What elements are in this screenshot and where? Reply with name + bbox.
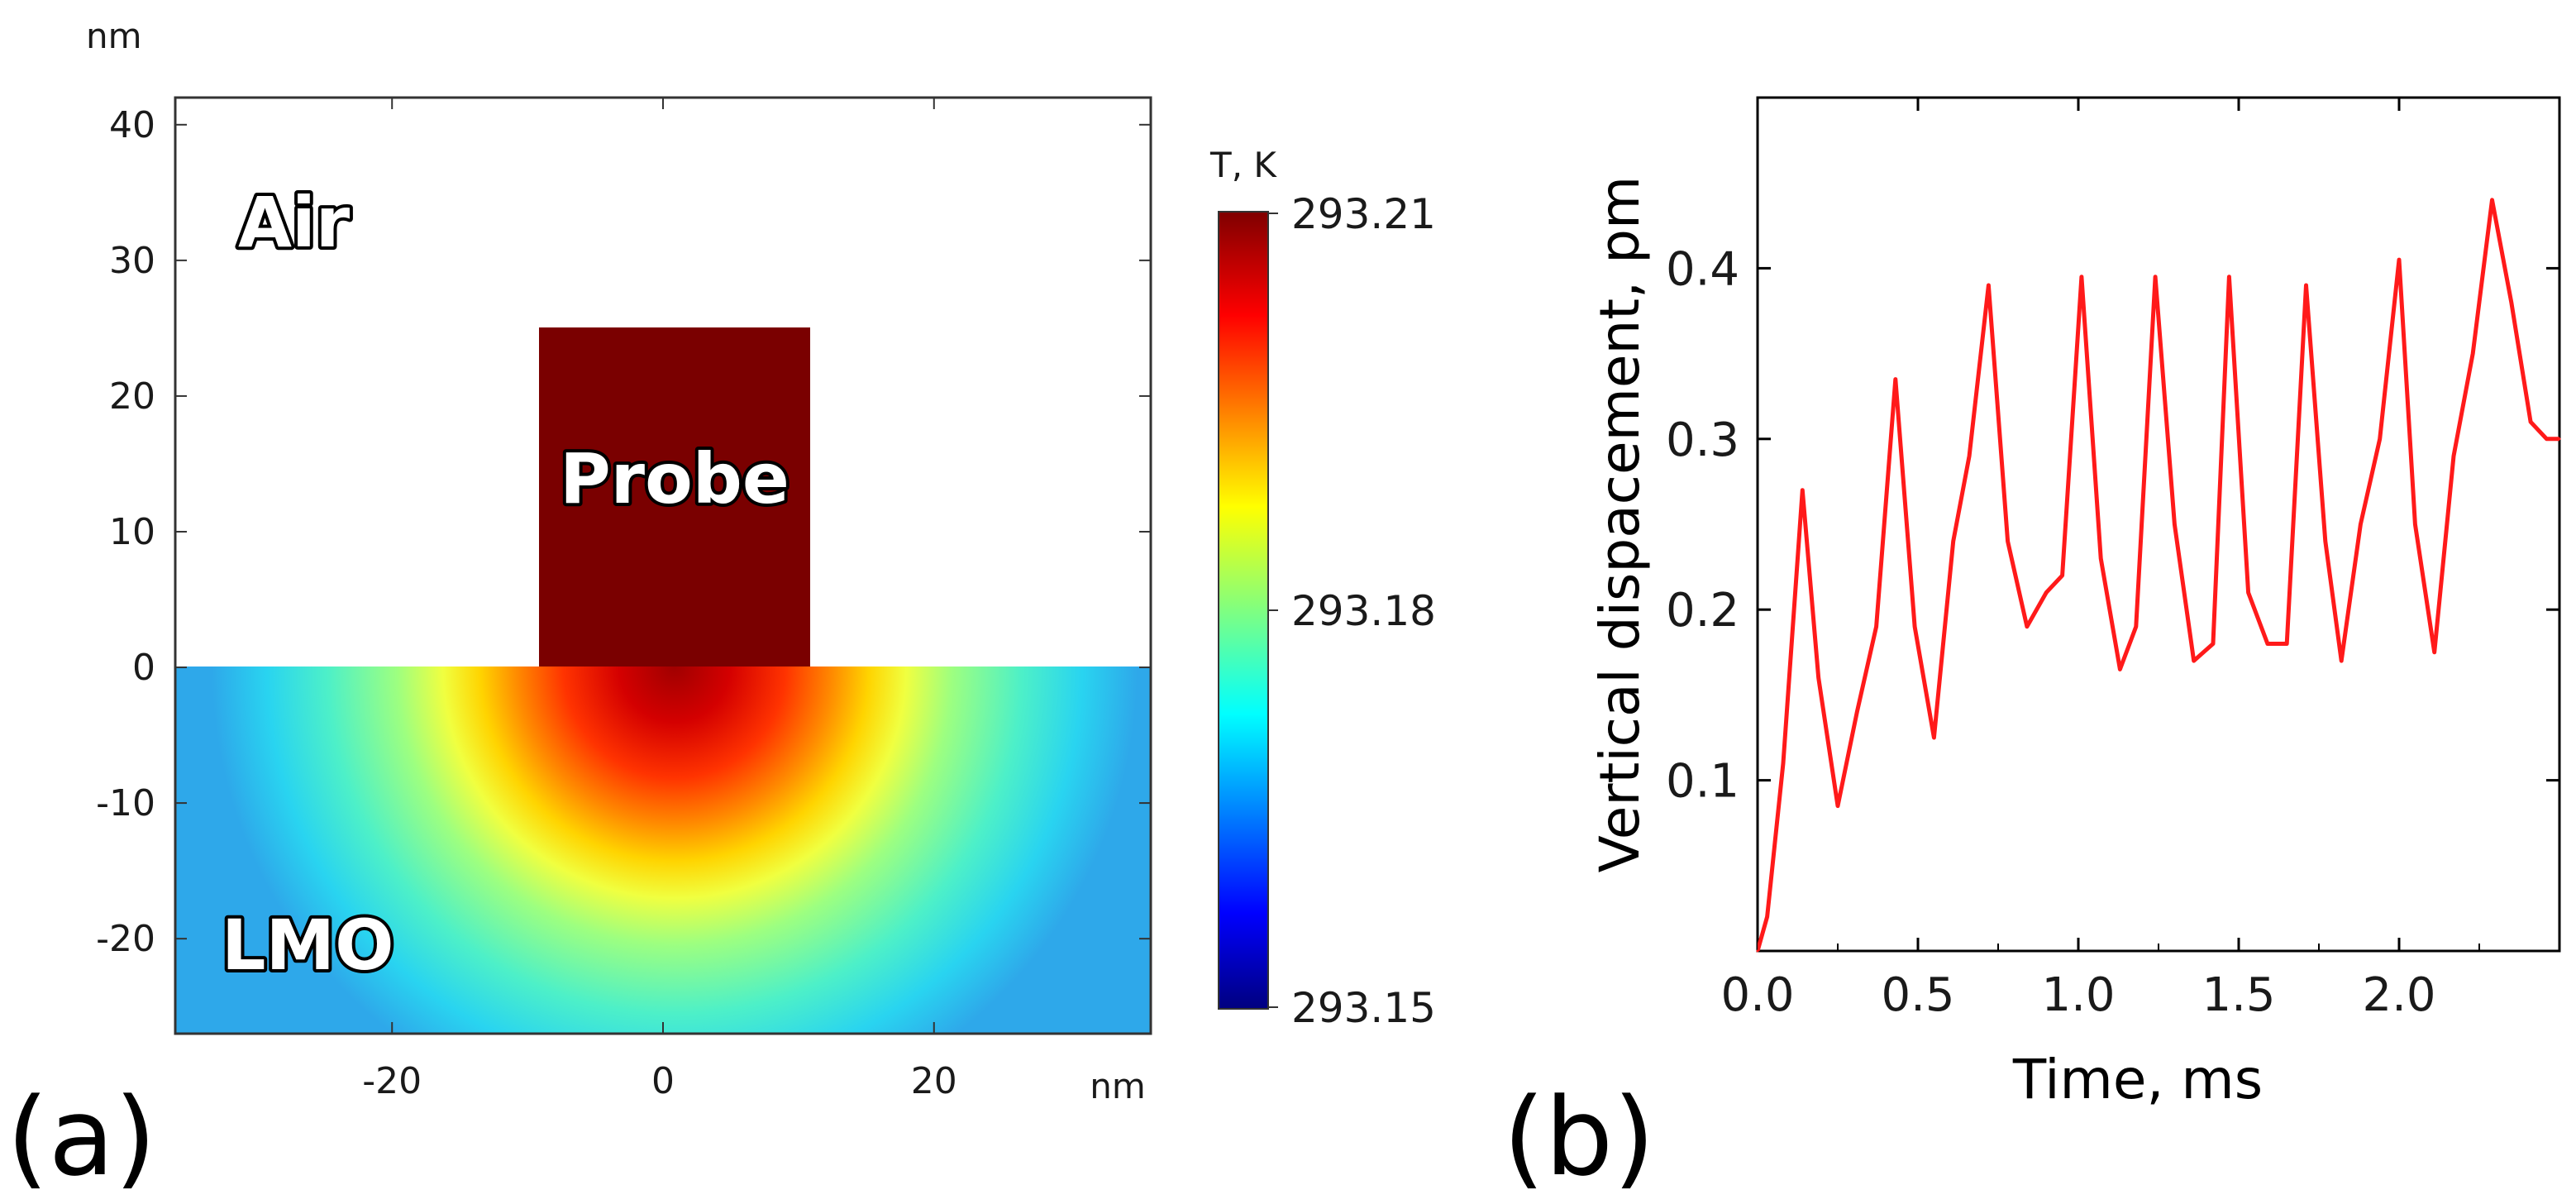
data-point [2211,642,2215,645]
lmo-substrate-heatmap [175,666,1151,1034]
panel-a-ticks: 40 30 20 10 0 -10 -20 -20 0 20 [96,98,1151,1102]
x-tick-label: 0.5 [1881,968,1954,1022]
data-point [2558,437,2561,441]
series-points [1756,198,2561,953]
region-label-lmo: LMO [222,905,394,986]
panel-a-label: (a) [7,1074,156,1200]
y-tick-label: 20 [109,375,155,418]
data-point [2247,591,2250,595]
colorbar-max-label: 293.21 [1291,190,1436,238]
y-tick-label: -10 [96,782,155,824]
y-tick-label: 0 [132,647,155,689]
plot-b-frame [1756,96,2561,953]
x-tick-label: -20 [362,1060,422,1102]
data-point [2378,437,2382,441]
data-point [1817,676,1820,680]
data-point [2227,275,2230,279]
y-unit-label: nm [86,16,142,56]
x-tick-label: 1.0 [2041,968,2115,1022]
colorbar-title: T, K [1209,145,1277,185]
data-point [2285,642,2288,645]
data-point [1782,762,1785,765]
data-point [1766,915,1769,919]
data-point [2266,642,2269,645]
panel-b-line-chart: 0.0 0.5 1.0 1.5 2.0 0.1 0.2 0.3 0.4 Time, ms Ver… [1503,96,2561,1200]
data-point [2324,540,2327,543]
data-point [1756,949,1759,953]
panel-b-ticks: 0.0 0.5 1.0 1.5 2.0 0.1 0.2 0.3 0.4 [1666,98,2559,1022]
data-point [2118,667,2121,671]
data-point [1932,736,1935,739]
data-point [2192,659,2196,662]
x-tick-label: 0 [651,1060,675,1102]
data-point [2080,275,2083,279]
data-point [2135,625,2138,628]
data-point [2510,301,2513,304]
data-point [2545,437,2548,441]
data-point [2359,523,2362,526]
data-point [2099,557,2102,560]
data-point [1836,805,1839,808]
y-tick-label: 10 [109,511,155,553]
data-point [2491,198,2494,202]
colorbar-mid-label: 293.18 [1291,587,1436,635]
data-point [2154,275,2157,279]
region-label-probe: Probe [560,438,789,519]
data-point [1875,625,1878,628]
panel-b-label: (b) [1503,1074,1655,1200]
y-tick-label: 0.2 [1666,584,1739,638]
y-tick-label: 0.4 [1666,242,1739,296]
data-point [2471,352,2474,356]
data-point [2529,420,2532,423]
data-point [2433,651,2436,654]
data-point [2025,625,2029,628]
y-tick-label: 40 [109,104,155,146]
y-tick-label: -20 [96,918,155,960]
data-point [2061,574,2064,577]
panel-a-heatmap: 40 30 20 10 0 -10 -20 -20 0 20 nm nm Air Probe LM… [7,16,1436,1200]
colorbar-min-label: 293.15 [1291,984,1436,1032]
region-label-air: Air [238,182,351,263]
data-point [1952,540,1955,543]
y-axis-label: Vertical dispacement, pm [1588,176,1652,873]
x-tick-label: 20 [911,1060,957,1102]
data-point [2044,591,2048,595]
y-tick-label: 30 [109,240,155,282]
data-point [1855,710,1858,714]
data-point [1894,378,1897,381]
data-point [2173,523,2176,526]
data-point [1913,625,1916,628]
data-point [1987,284,1990,287]
data-point [2413,523,2416,526]
y-tick-label: 0.1 [1666,755,1739,809]
data-point [2340,659,2343,662]
probe-block [539,327,810,666]
data-point [2452,454,2455,457]
data-point [1801,489,1804,492]
x-axis-label: Time, ms [2012,1048,2263,1111]
data-point [1968,454,1971,457]
x-tick-label: 0.0 [1720,968,1794,1022]
x-tick-label: 2.0 [2362,968,2435,1022]
colorbar [1218,211,1269,1010]
data-point [2397,258,2401,261]
data-point [2304,284,2307,287]
data-point [2006,540,2010,543]
y-tick-label: 0.3 [1666,413,1739,467]
x-unit-label: nm [1090,1066,1146,1106]
x-tick-label: 1.5 [2202,968,2275,1022]
